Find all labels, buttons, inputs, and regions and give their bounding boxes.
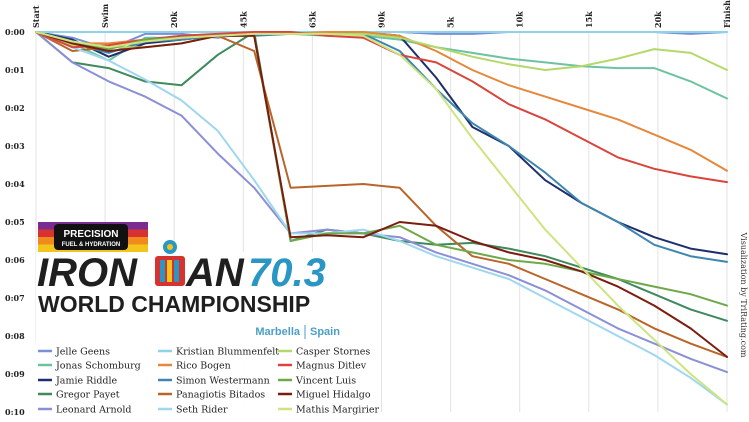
legend-item: Mathis Margirier bbox=[278, 405, 380, 416]
legend-label: Casper Stornes bbox=[296, 347, 370, 358]
legend-label: Vincent Luis bbox=[295, 376, 356, 387]
y-tick-label: 0:05 bbox=[5, 217, 25, 227]
visualization-credit: Visualization by TriRating.com bbox=[739, 232, 748, 358]
legend-label: Miguel Hidalgo bbox=[296, 390, 371, 401]
event-title: WORLD CHAMPIONSHIP bbox=[38, 291, 310, 317]
series-line bbox=[35, 31, 728, 100]
legend-item: Jelle Geens bbox=[38, 347, 110, 358]
legend-item: Rico Bogen bbox=[158, 361, 231, 372]
y-tick-label: 0:00 bbox=[5, 27, 25, 37]
brand-right: AN bbox=[185, 251, 245, 295]
legend-label: Kristian Blummenfelt bbox=[176, 347, 279, 358]
x-tick-label: Start bbox=[31, 5, 41, 28]
legend-label: Leonard Arnold bbox=[56, 405, 131, 416]
y-tick-label: 0:04 bbox=[5, 179, 25, 189]
y-tick-label: 0:02 bbox=[5, 103, 25, 113]
x-tick-label: 5k bbox=[446, 16, 456, 28]
brand-left: IRON bbox=[37, 251, 138, 295]
x-tick-label: 20k bbox=[169, 11, 179, 28]
y-tick-label: 0:06 bbox=[5, 255, 25, 265]
legend-item: Jamie Riddle bbox=[38, 376, 118, 387]
event-logo: PRECISION FUEL & HYDRATION IRON AN 70.3 … bbox=[36, 222, 356, 344]
legend-label: Magnus Ditlev bbox=[296, 361, 367, 372]
legend-item: Vincent Luis bbox=[278, 376, 356, 387]
location-country: Spain bbox=[310, 326, 340, 338]
x-tick-label: Swim bbox=[100, 3, 110, 28]
legend-label: Seth Rider bbox=[176, 405, 228, 416]
series-line bbox=[35, 31, 728, 358]
y-tick-label: 0:01 bbox=[5, 65, 25, 75]
x-tick-label: 10k bbox=[515, 11, 525, 28]
x-tick-label: 90k bbox=[377, 11, 387, 28]
legend-label: Simon Westermann bbox=[176, 376, 270, 387]
legend-label: Gregor Payet bbox=[56, 390, 120, 401]
legend-label: Mathis Margirier bbox=[296, 405, 380, 416]
legend-item: Miguel Hidalgo bbox=[278, 390, 371, 401]
series-line bbox=[35, 31, 728, 406]
legend-item: Jonas Schomburg bbox=[38, 361, 141, 372]
ironman-m-emblem bbox=[155, 240, 185, 286]
legend-item: Kristian Blummenfelt bbox=[158, 347, 279, 358]
legend-item: Magnus Ditlev bbox=[278, 361, 367, 372]
y-tick-label: 0:10 bbox=[5, 407, 25, 417]
sponsor-subtitle: FUEL & HYDRATION bbox=[62, 242, 120, 248]
x-tick-label: Finish bbox=[722, 0, 732, 28]
legend-label: Jelle Geens bbox=[55, 347, 110, 358]
location-city: Marbella bbox=[255, 326, 301, 338]
legend-label: Rico Bogen bbox=[176, 361, 231, 372]
legend-item: Simon Westermann bbox=[158, 376, 270, 387]
y-tick-label: 0:08 bbox=[5, 331, 25, 341]
legend-label: Panagiotis Bitados bbox=[176, 390, 265, 401]
y-tick-label: 0:07 bbox=[5, 293, 25, 303]
y-tick-label: 0:03 bbox=[5, 141, 25, 151]
legend-item: Gregor Payet bbox=[38, 390, 120, 401]
y-tick-label: 0:09 bbox=[5, 369, 25, 379]
series-line bbox=[35, 31, 728, 406]
brand-number: 70.3 bbox=[248, 251, 326, 295]
y-axis-ticks: 0:00 0:01 0:02 0:03 0:04 0:05 0:06 0:07 0:08 0:09… bbox=[5, 27, 25, 417]
legend-label: Jamie Riddle bbox=[55, 376, 118, 387]
sponsor-badge bbox=[54, 224, 128, 250]
sponsor-title: PRECISION bbox=[63, 229, 118, 240]
legend-item: Leonard Arnold bbox=[38, 405, 131, 416]
x-tick-label: 65k bbox=[307, 11, 317, 28]
legend-label: Jonas Schomburg bbox=[55, 361, 141, 372]
legend-item: Panagiotis Bitados bbox=[158, 390, 265, 401]
x-tick-label: 45k bbox=[238, 11, 248, 28]
legend: Jelle Geens Jonas Schomburg Jamie Riddle Gr… bbox=[34, 342, 380, 417]
x-tick-label: 20k bbox=[653, 11, 663, 28]
x-tick-label: 15k bbox=[584, 11, 594, 28]
legend-item: Casper Stornes bbox=[278, 347, 370, 358]
x-axis-ticks: Start Swim 20k 45k 65k 90k 5k 10k 15k 20k Finish bbox=[31, 0, 732, 28]
series-lines bbox=[35, 31, 728, 406]
legend-item: Seth Rider bbox=[158, 405, 228, 416]
